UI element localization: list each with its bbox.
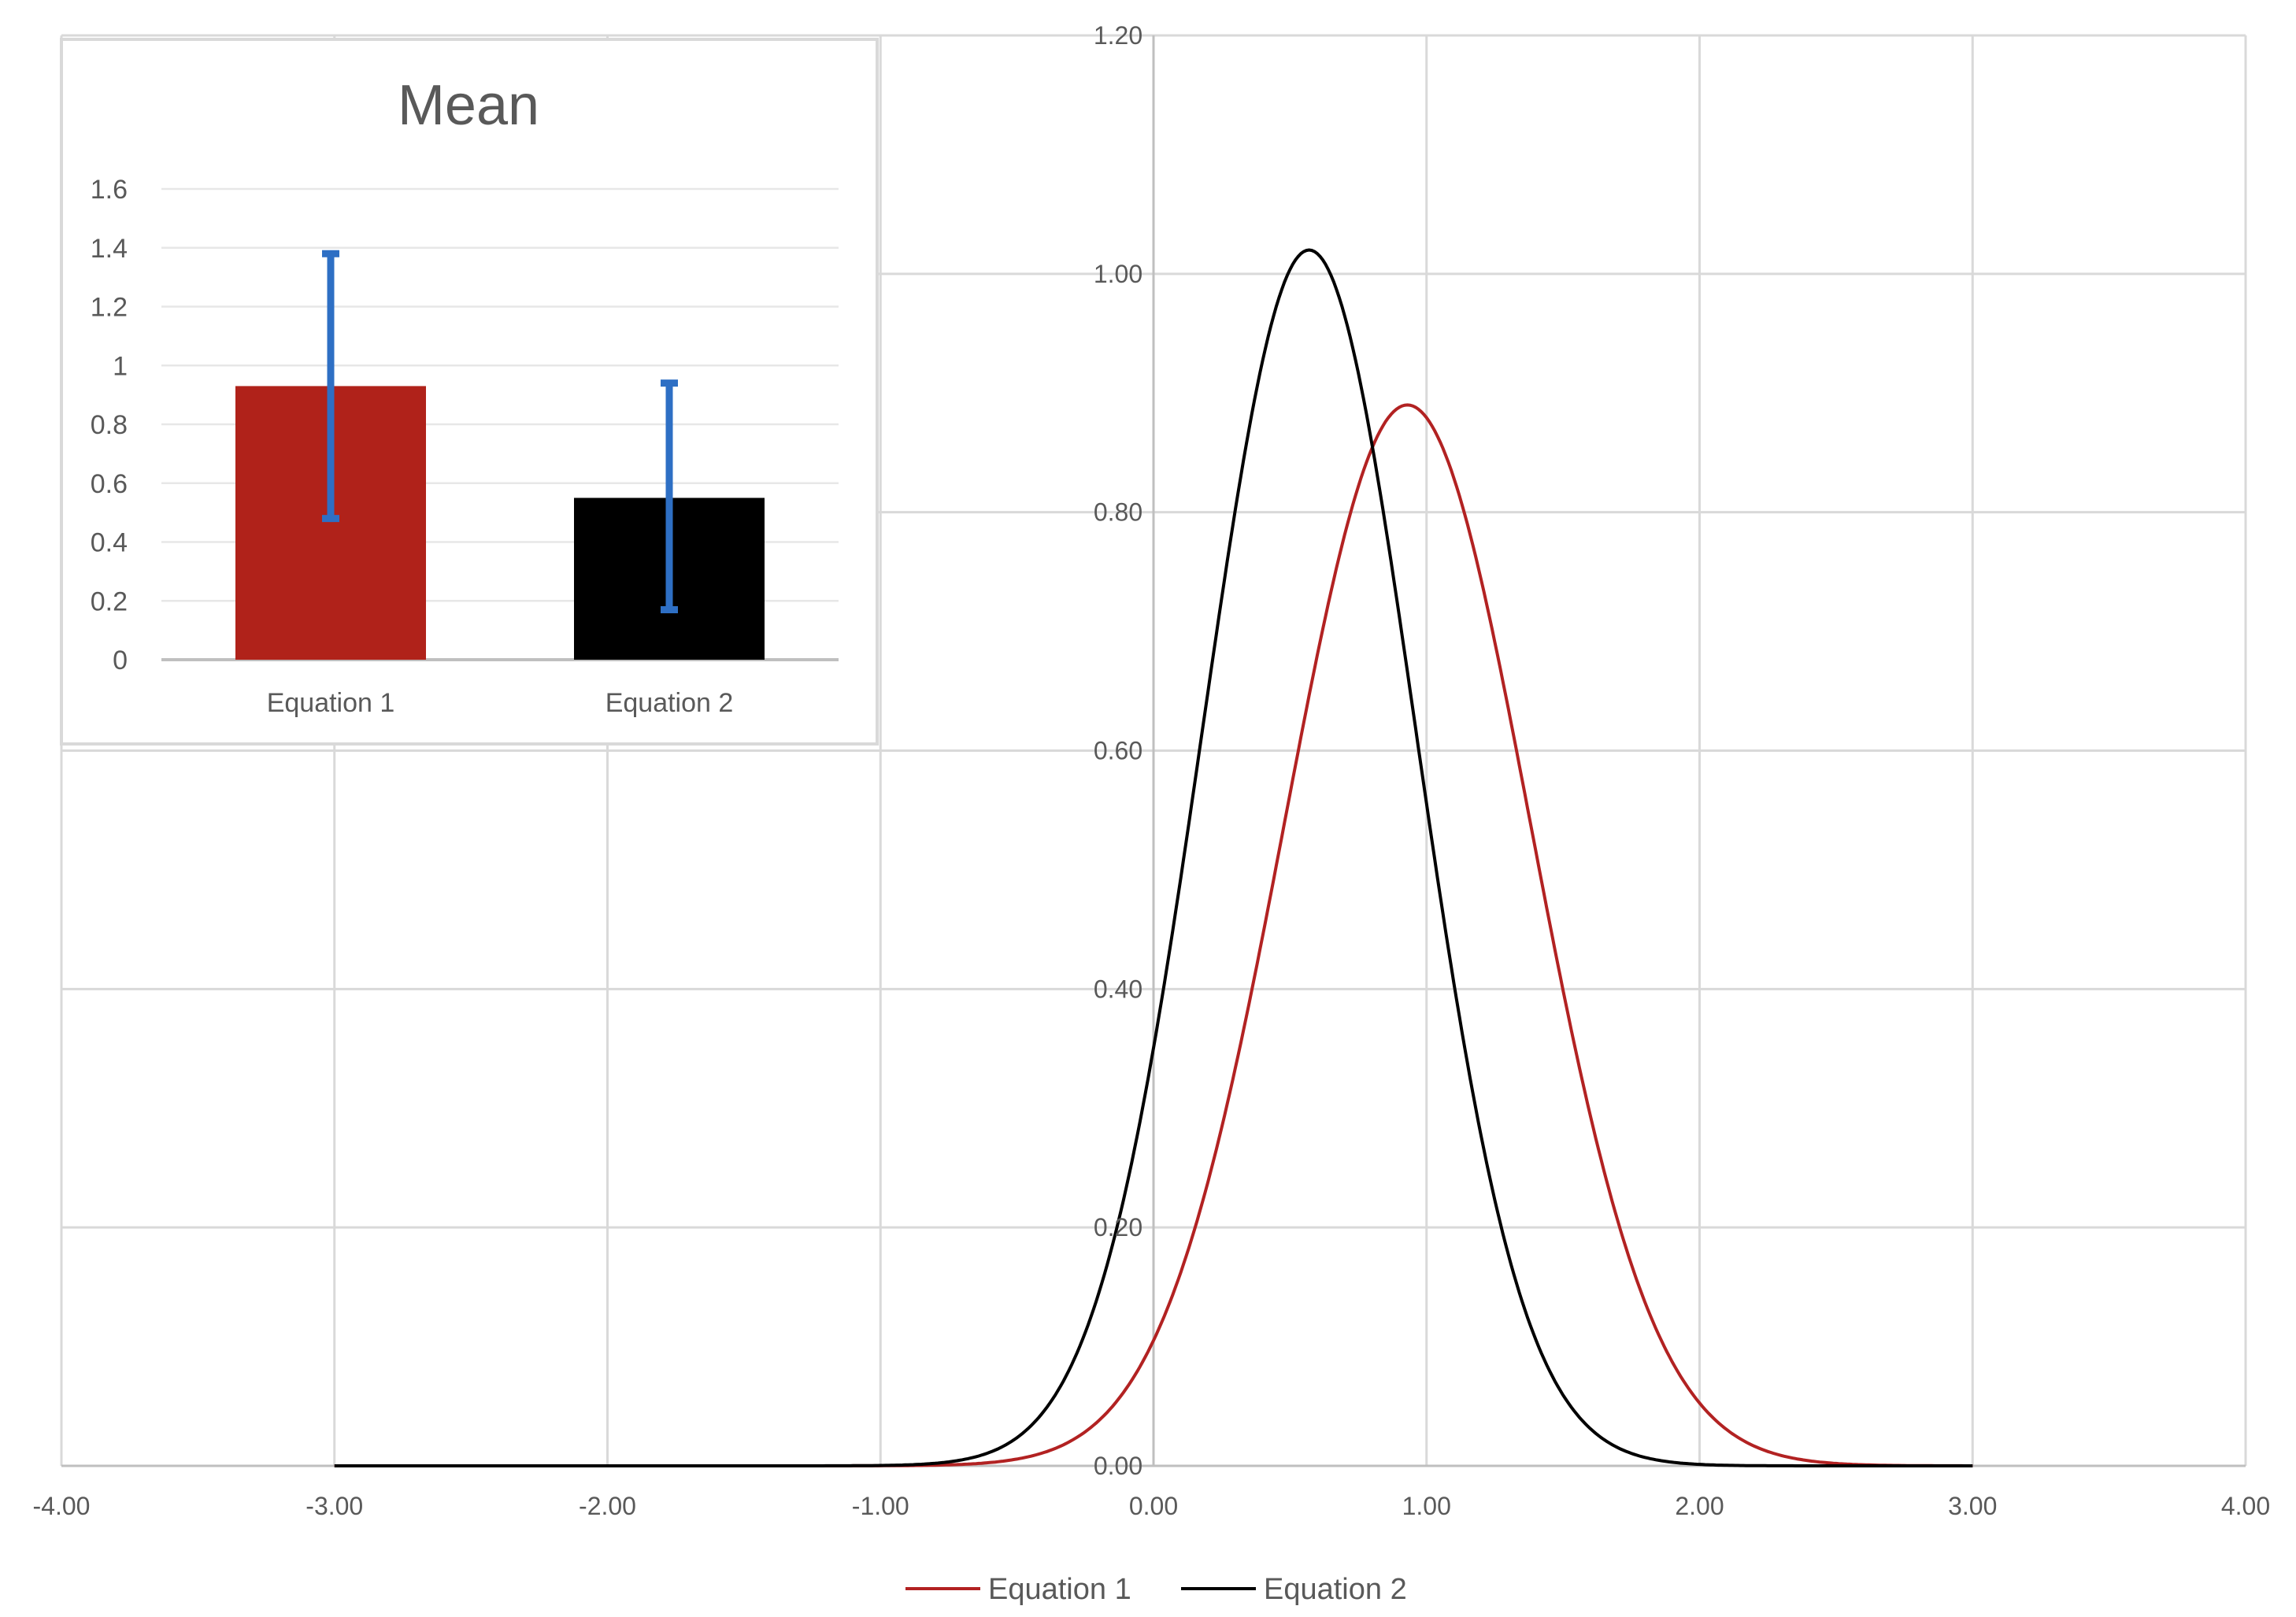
y-tick-label: 0.20 xyxy=(1094,1213,1142,1241)
inset-y-tick-label: 0.4 xyxy=(91,528,128,558)
y-tick-label: 1.20 xyxy=(1094,21,1142,50)
x-tick-label: -1.00 xyxy=(852,1492,909,1520)
main-y-tick-labels: 0.00 0.20 0.40 0.60 0.80 1.00 1.20 xyxy=(1094,21,1142,1480)
inset-category-labels: Equation 1 Equation 2 xyxy=(267,688,734,718)
series-line-equation-2 xyxy=(334,248,1973,1467)
inset-error-bars xyxy=(322,250,678,613)
y-tick-label: 0.60 xyxy=(1094,737,1142,765)
x-tick-label: 3.00 xyxy=(1948,1492,1997,1520)
x-tick-label: 4.00 xyxy=(2221,1492,2270,1520)
inset-y-tick-label: 1 xyxy=(113,351,128,381)
inset-y-tick-label: 1.4 xyxy=(91,234,128,264)
inset-category-label: Equation 1 xyxy=(267,688,395,718)
x-tick-label: 1.00 xyxy=(1402,1492,1451,1520)
legend-label: Equation 2 xyxy=(1264,1573,1407,1606)
inset-y-tick-labels: 0 0.2 0.4 0.6 0.8 1 1.2 1.4 1.6 xyxy=(91,175,128,675)
main-curves xyxy=(334,248,1973,1467)
x-tick-label: 2.00 xyxy=(1675,1492,1724,1520)
inset-title: Mean xyxy=(398,74,539,137)
legend-label: Equation 1 xyxy=(988,1573,1131,1606)
y-tick-label: 0.80 xyxy=(1094,498,1142,527)
inset-y-tick-label: 0 xyxy=(113,646,128,675)
x-tick-label: -4.00 xyxy=(33,1492,91,1520)
inset-y-tick-label: 0.8 xyxy=(91,410,128,440)
inset-y-tick-label: 0.6 xyxy=(91,469,128,499)
inset-y-tick-label: 0.2 xyxy=(91,586,128,616)
legend: Equation 1 Equation 2 xyxy=(905,1573,1407,1606)
main-x-tick-labels: -4.00 -3.00 -2.00 -1.00 0.00 1.00 2.00 3.00 4.00 xyxy=(33,1492,2271,1520)
inset-category-label: Equation 2 xyxy=(605,688,734,718)
y-tick-label: 0.00 xyxy=(1094,1452,1142,1480)
y-tick-label: 0.40 xyxy=(1094,975,1142,1003)
x-tick-label: -2.00 xyxy=(579,1492,636,1520)
x-tick-label: 0.00 xyxy=(1129,1492,1178,1520)
inset-y-tick-label: 1.2 xyxy=(91,293,128,323)
y-tick-label: 1.00 xyxy=(1094,260,1142,288)
x-tick-label: -3.00 xyxy=(306,1492,363,1520)
inset-y-tick-label: 1.6 xyxy=(91,175,128,205)
